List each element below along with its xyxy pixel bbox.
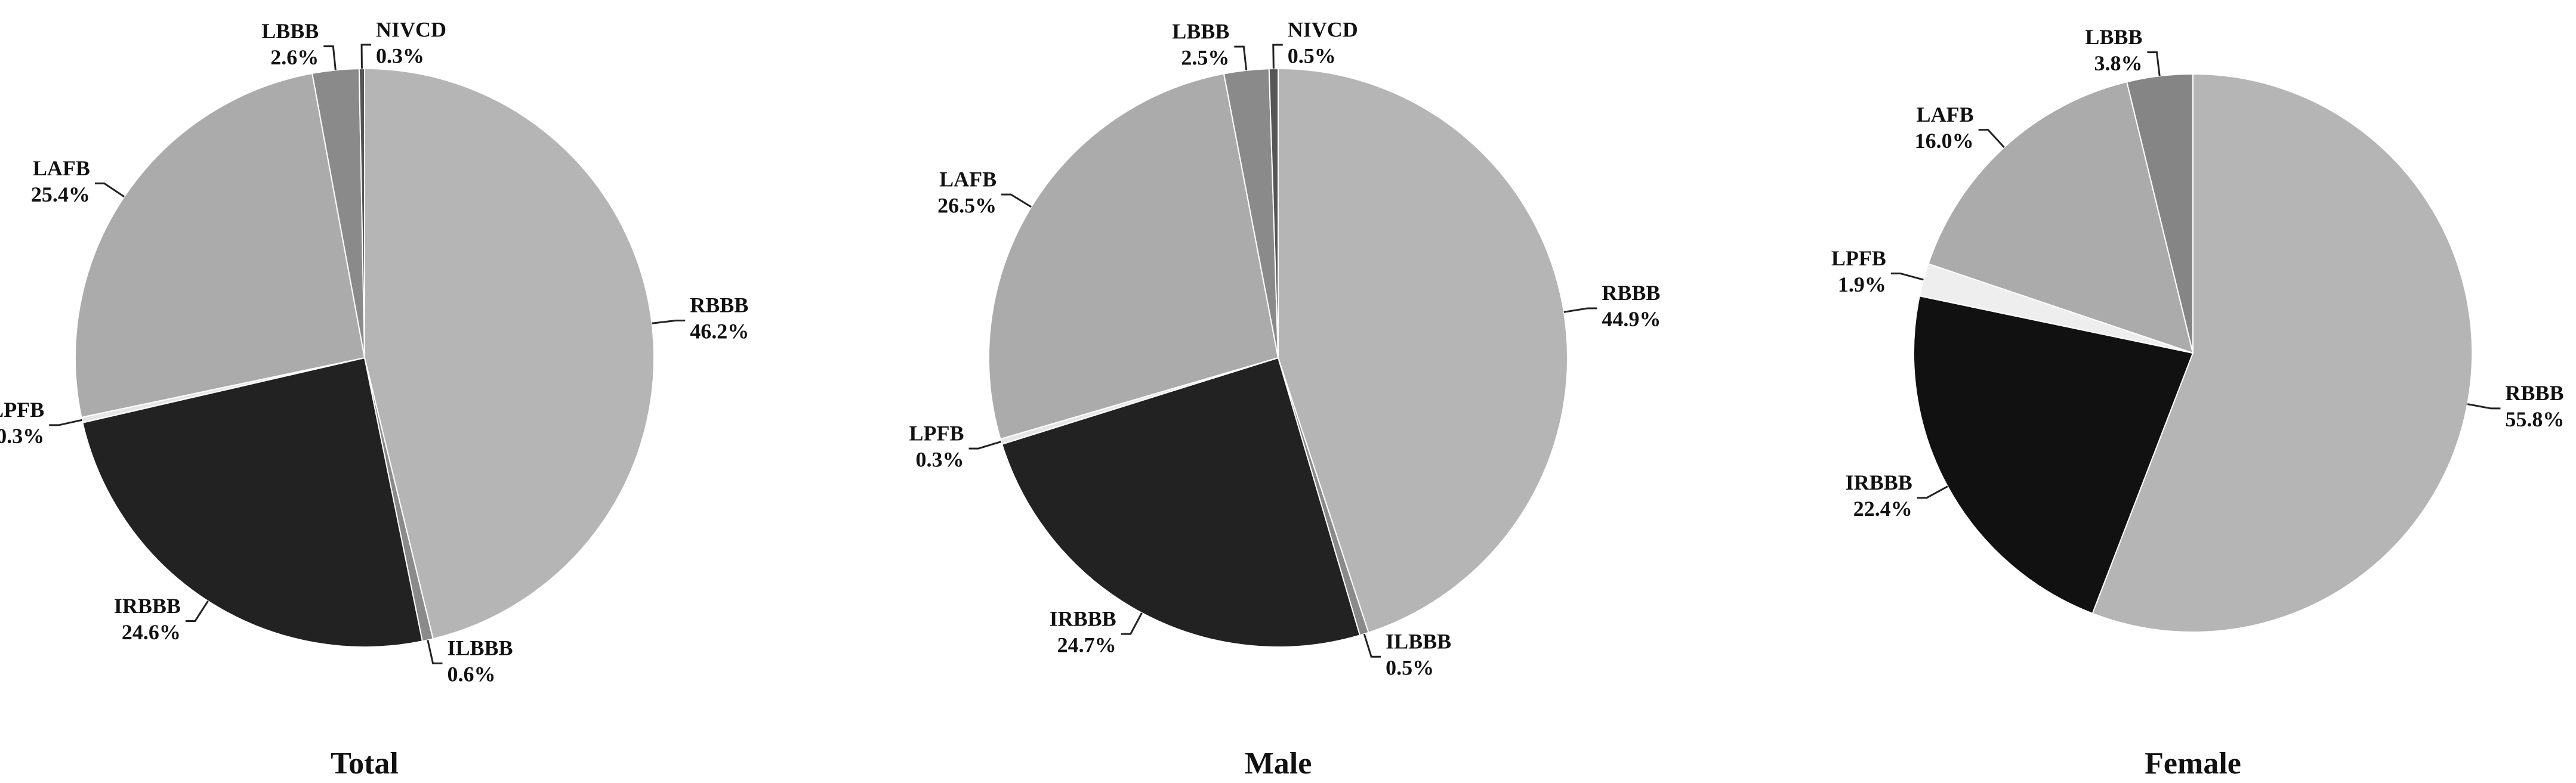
pie-slice — [75, 72, 366, 419]
slice-label: ILBBB — [448, 636, 513, 660]
slice-value-label: 2.5% — [1181, 45, 1229, 69]
slice-label: LPFB — [0, 398, 44, 422]
slice-value-label: 24.6% — [122, 620, 181, 644]
slice-value-label: 0.5% — [1288, 44, 1336, 67]
pie-slice — [1278, 67, 1568, 634]
slice-value-label: 2.6% — [270, 45, 319, 69]
slice-label: ILBBB — [1386, 630, 1451, 654]
slice-label: LAFB — [1917, 103, 1974, 126]
leader-line — [49, 419, 82, 426]
slice-label: NIVCD — [1288, 17, 1358, 41]
slice-value-label: 16.0% — [1915, 129, 1974, 153]
slice-label: LPFB — [909, 421, 964, 445]
slice-label: IRBBB — [1050, 606, 1116, 630]
leader-line — [652, 319, 686, 324]
slice-value-label: 0.3% — [0, 424, 44, 448]
slice-value-label: 0.5% — [1386, 656, 1434, 680]
slice-label: RBBB — [1602, 281, 1660, 305]
pie-slice — [1268, 67, 1279, 358]
slice-value-label: 25.4% — [31, 182, 90, 206]
slice-label: RBBB — [2505, 381, 2563, 405]
slice-value-label: 0.6% — [448, 663, 496, 686]
leader-line — [1917, 485, 1948, 499]
leader-line — [427, 639, 443, 664]
leader-line — [1563, 307, 1597, 313]
leader-line — [1890, 273, 1924, 281]
slice-label: LPFB — [1831, 246, 1886, 270]
pie-slice — [364, 67, 655, 640]
pie-slice — [2126, 73, 2194, 354]
slice-value-label: 46.2% — [690, 320, 749, 343]
pie-slice — [82, 357, 424, 648]
pie-slice — [2091, 73, 2473, 633]
slice-label: LAFB — [33, 156, 90, 180]
chart-title: Total — [331, 747, 399, 781]
slice-value-label: 44.9% — [1602, 307, 1661, 331]
slice-label: NIVCD — [376, 17, 446, 41]
leader-line — [185, 601, 209, 622]
pie-slice — [1927, 81, 2194, 354]
slice-value-label: 26.5% — [937, 193, 997, 217]
slice-value-label: 1.9% — [1838, 273, 1886, 296]
chart-title: Male — [1245, 747, 1312, 781]
leader-line — [1121, 612, 1143, 635]
pie-slice — [988, 73, 1279, 440]
leader-line — [1001, 193, 1032, 208]
leader-line — [360, 44, 372, 69]
slice-label: IRBBB — [1846, 471, 1912, 494]
slice-label: LBBB — [1172, 19, 1229, 43]
slice-value-label: 0.3% — [916, 447, 964, 471]
leader-line — [1363, 633, 1381, 658]
leader-line — [323, 45, 337, 70]
slice-label: LBBB — [261, 19, 319, 43]
leader-line — [2147, 51, 2161, 76]
slice-label: LAFB — [939, 167, 997, 191]
leader-line — [2467, 403, 2501, 410]
leader-line — [968, 441, 1002, 450]
slice-label: RBBB — [690, 293, 748, 317]
slice-value-label: 0.3% — [376, 44, 424, 67]
leader-line — [1234, 45, 1248, 71]
slice-value-label: 24.7% — [1057, 633, 1116, 657]
leader-line — [1978, 129, 2005, 148]
slice-label: IRBBB — [114, 594, 181, 618]
slice-value-label: 55.8% — [2505, 407, 2564, 431]
leader-line — [94, 182, 125, 198]
slice-value-label: 22.4% — [1853, 497, 1912, 521]
leader-line — [1272, 44, 1283, 69]
pie-slice — [1913, 295, 2194, 614]
slice-label: LBBB — [2085, 25, 2142, 49]
chart-title: Female — [2145, 747, 2241, 781]
slice-value-label: 3.8% — [2094, 51, 2142, 75]
